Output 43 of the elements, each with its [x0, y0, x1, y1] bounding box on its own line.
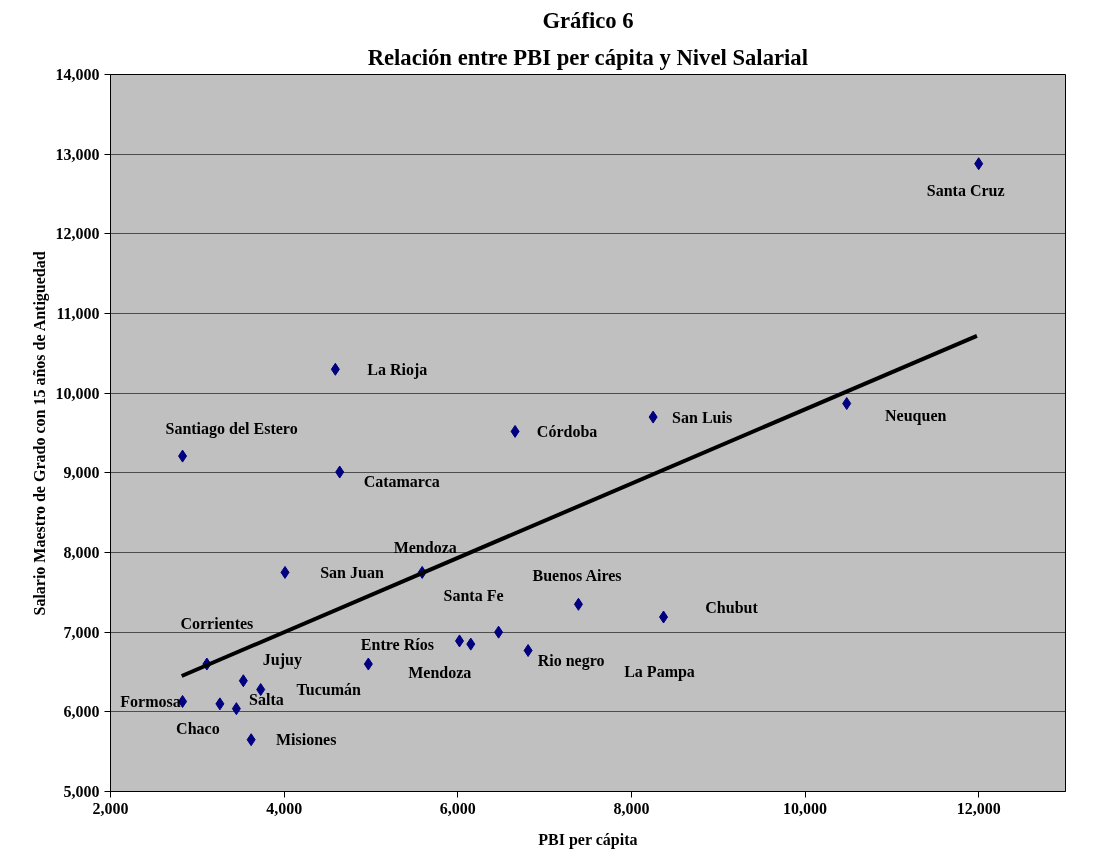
- annotation: Formosa: [120, 692, 181, 710]
- x-tick-label: 4,000: [266, 799, 303, 817]
- annotation: Salta: [249, 691, 284, 709]
- y-tick-label: 7,000: [63, 623, 100, 641]
- x-tick-label: 6,000: [439, 799, 476, 817]
- annotation: Córdoba: [536, 422, 598, 440]
- annotation: San Luis: [672, 408, 733, 426]
- annotation: Santa Cruz: [926, 182, 1005, 200]
- y-axis-title: Salario Maestro de Grado con 15 años de Antiguedad: [30, 251, 49, 616]
- annotation: Entre Ríos: [360, 635, 434, 653]
- y-tick-label: 14,000: [55, 66, 100, 83]
- x-tick-label: 12,000: [956, 799, 1001, 817]
- chart-subtitle: Relación entre PBI per cápita y Nivel Salarial: [367, 44, 808, 70]
- x-tick-label: 10,000: [783, 799, 828, 817]
- y-tick-label: 13,000: [55, 145, 100, 163]
- annotation: La Pampa: [624, 662, 695, 681]
- annotation: Chubut: [705, 598, 759, 616]
- chart-title: Gráfico 6: [542, 7, 634, 33]
- annotation: Misiones: [275, 731, 337, 749]
- x-axis-title: PBI per cápita: [538, 830, 638, 849]
- annotation: Jujuy: [262, 651, 302, 670]
- y-tick-label: 12,000: [55, 225, 100, 243]
- y-tick-label: 8,000: [63, 544, 100, 561]
- y-tick-label: 9,000: [63, 464, 100, 482]
- y-tick-label: 10,000: [55, 384, 100, 402]
- x-tick-label: 2,000: [92, 799, 129, 817]
- annotation: Tucumán: [296, 681, 361, 699]
- annotation: Corrientes: [180, 614, 254, 632]
- y-tick-label: 6,000: [63, 703, 100, 721]
- annotation: San Juan: [320, 563, 384, 581]
- y-tick-label: 11,000: [56, 305, 100, 322]
- x-tick-label: 8,000: [613, 799, 650, 817]
- annotation: Santa Fe: [443, 586, 504, 604]
- annotation: Neuquen: [885, 407, 947, 426]
- annotation: Mendoza: [393, 538, 457, 556]
- annotation: Chaco: [176, 720, 220, 738]
- annotation: Rio negro: [537, 651, 605, 670]
- annotation: Catamarca: [363, 472, 440, 490]
- annotation: Buenos Aires: [532, 566, 622, 584]
- annotation: La Rioja: [367, 360, 428, 379]
- y-tick-label: 5,000: [63, 783, 100, 800]
- annotation: Mendoza: [408, 663, 472, 681]
- annotation: Santiago del Estero: [165, 419, 298, 438]
